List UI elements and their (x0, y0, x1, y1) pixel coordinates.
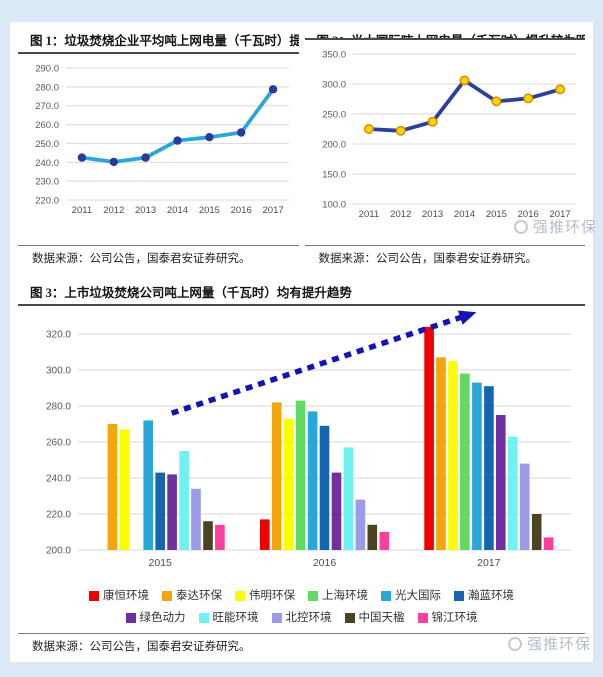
svg-text:270.0: 270.0 (35, 101, 59, 112)
figure-3-chart: 200.0 220.0 240.0 260.0 280.0 300.0 320.0 2015 2… (18, 310, 585, 583)
svg-text:220.0: 220.0 (35, 196, 59, 207)
svg-text:220.0: 220.0 (46, 510, 71, 521)
figure-3-title: 图 3：上市垃圾焚烧公司吨上网量（千瓦时）均有提升趋势 (18, 280, 585, 306)
svg-text:2014: 2014 (167, 205, 188, 216)
svg-text:290.0: 290.0 (35, 64, 59, 75)
figure-2-panel: 图 2：光大国际吨上网电量（千瓦时）提升较为明显 100.0 150.0 200.0… (304, 28, 586, 268)
svg-text:260.0: 260.0 (35, 120, 59, 131)
legend-label: 光大国际 (395, 590, 441, 602)
legend-label: 瀚蓝环境 (468, 590, 514, 602)
watermark-logo-icon (513, 219, 528, 234)
legend-swatch-icon (308, 591, 318, 601)
svg-text:2012: 2012 (390, 209, 411, 220)
legend-item: 绿色动力 (125, 607, 186, 629)
legend-label: 锦江环境 (431, 612, 478, 624)
legend-item: 瀚蓝环境 (454, 585, 514, 607)
legend-label: 泰达环保 (176, 590, 222, 602)
legend-swatch-icon (271, 613, 282, 623)
legend-row: 康恒环境 泰达环保 伟明环保 上海环境 光大国际 瀚蓝环境 (18, 585, 585, 607)
figure-2-source: 数据来源：公司公告，国泰君安证券研究。 (304, 245, 585, 268)
svg-text:2013: 2013 (135, 205, 156, 216)
svg-text:2015: 2015 (149, 557, 173, 569)
svg-text:280.0: 280.0 (46, 402, 71, 413)
svg-text:2017: 2017 (549, 209, 570, 220)
legend-swatch-icon (162, 591, 172, 601)
svg-text:300.0: 300.0 (46, 366, 71, 377)
svg-text:2017: 2017 (263, 205, 284, 216)
figure-1-title: 图 1：垃圾焚烧企业平均吨上网电量（千瓦时）提升 (18, 28, 299, 54)
figure-2-chart: 100.0 150.0 200.0 250.0 300.0 350.0 2011 2012 20… (305, 44, 586, 245)
svg-text:2016: 2016 (313, 557, 337, 569)
svg-text:2014: 2014 (453, 209, 474, 220)
legend-item: 北控环境 (271, 607, 332, 629)
svg-text:2011: 2011 (358, 209, 378, 220)
legend-swatch-icon (198, 613, 209, 623)
watermark-text: 强推环保 (526, 636, 591, 653)
figure-1-panel: 图 1：垃圾焚烧企业平均吨上网电量（千瓦时）提升 220.0 230.0 240.0… (18, 28, 299, 268)
legend-swatch-icon (344, 613, 355, 623)
legend-label: 绿色动力 (139, 612, 186, 624)
svg-text:250.0: 250.0 (35, 139, 59, 150)
svg-text:200.0: 200.0 (46, 546, 71, 557)
svg-text:2013: 2013 (422, 209, 443, 220)
svg-text:320.0: 320.0 (46, 330, 71, 341)
svg-text:300.0: 300.0 (322, 80, 346, 91)
legend-label: 伟明环保 (249, 590, 295, 602)
legend-swatch-icon (89, 591, 99, 601)
figure-3-legend: 康恒环境 泰达环保 伟明环保 上海环境 光大国际 瀚蓝环境绿色动力 旺能环境 北控环境 中国天楹… (18, 585, 585, 629)
legend-item: 康恒环境 (89, 585, 149, 607)
report-page: 图 1：垃圾焚烧企业平均吨上网电量（千瓦时）提升 220.0 230.0 240.0… (10, 22, 596, 662)
svg-text:2011: 2011 (72, 205, 92, 216)
legend-swatch-icon (454, 591, 464, 601)
legend-row: 绿色动力 旺能环境 北控环境 中国天楹 锦江环境 (18, 607, 585, 629)
figure-2-title: 图 2：光大国际吨上网电量（千瓦时）提升较为明显 (304, 28, 585, 40)
figure-1-chart: 220.0 230.0 240.0 250.0 260.0 270.0 280.0 290.0… (18, 58, 299, 241)
svg-text:240.0: 240.0 (35, 158, 59, 169)
legend-item: 旺能环境 (198, 607, 259, 629)
legend-label: 中国天楹 (358, 612, 405, 624)
legend-swatch-icon (125, 613, 136, 623)
legend-label: 康恒环境 (103, 590, 149, 602)
legend-label: 北控环境 (285, 612, 332, 624)
watermark-logo-icon (507, 636, 522, 651)
svg-text:230.0: 230.0 (35, 177, 59, 188)
svg-text:280.0: 280.0 (35, 82, 59, 93)
legend-swatch-icon (381, 591, 391, 601)
top-figures-row: 图 1：垃圾焚烧企业平均吨上网电量（千瓦时）提升 220.0 230.0 240.0… (18, 28, 585, 268)
legend-item: 上海环境 (308, 585, 368, 607)
svg-text:2015: 2015 (485, 209, 506, 220)
legend-item: 锦江环境 (417, 607, 478, 629)
watermark-text: 强推环保 (532, 219, 597, 236)
svg-text:2016: 2016 (517, 209, 538, 220)
legend-swatch-icon (235, 591, 245, 601)
figure-3-source: 数据来源：公司公告，国泰君安证券研究。 (18, 633, 585, 656)
legend-item: 泰达环保 (162, 585, 222, 607)
svg-text:250.0: 250.0 (322, 110, 346, 121)
figure-3-panel: 图 3：上市垃圾焚烧公司吨上网量（千瓦时）均有提升趋势 200.0 220.0 24… (18, 280, 585, 656)
svg-text:200.0: 200.0 (322, 140, 346, 151)
watermark-bottom: 强推环保 (507, 633, 591, 654)
svg-text:2015: 2015 (199, 205, 220, 216)
legend-label: 上海环境 (322, 590, 368, 602)
watermark-top: 强推环保 (513, 216, 597, 237)
legend-label: 旺能环境 (212, 612, 259, 624)
legend-swatch-icon (417, 613, 428, 623)
svg-text:260.0: 260.0 (46, 438, 71, 449)
svg-text:2016: 2016 (231, 205, 252, 216)
svg-text:100.0: 100.0 (322, 200, 346, 211)
svg-text:240.0: 240.0 (46, 474, 71, 485)
legend-item: 中国天楹 (344, 607, 405, 629)
svg-text:2017: 2017 (477, 557, 501, 569)
legend-item: 伟明环保 (235, 585, 295, 607)
figure-1-source: 数据来源：公司公告，国泰君安证券研究。 (18, 245, 299, 268)
legend-item: 光大国际 (381, 585, 441, 607)
svg-text:2012: 2012 (103, 205, 124, 216)
svg-text:350.0: 350.0 (322, 50, 346, 61)
svg-text:150.0: 150.0 (322, 170, 346, 181)
